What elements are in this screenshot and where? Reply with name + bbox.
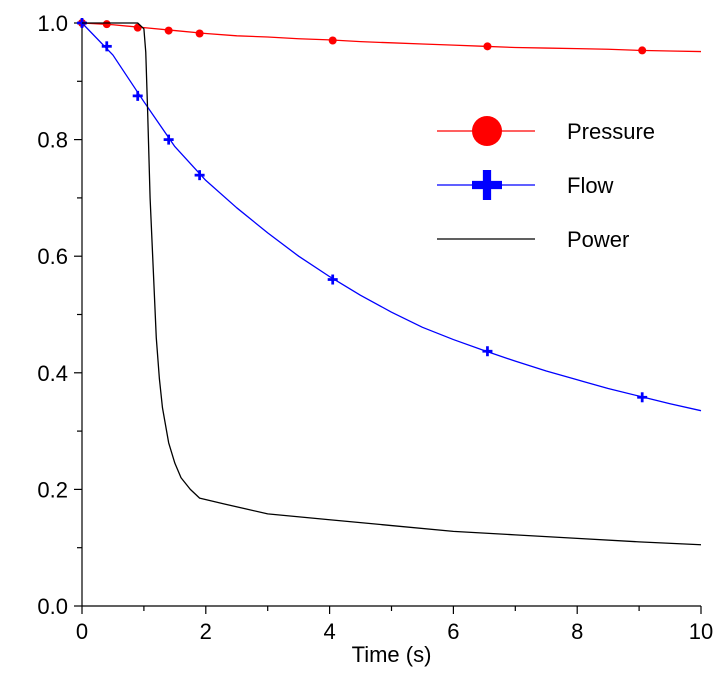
legend-item-power: Power: [437, 227, 629, 252]
pressure-point: [328, 36, 337, 45]
series-line-pressure: [81, 22, 702, 53]
pressure-point: [195, 29, 204, 38]
pressure-point: [638, 46, 647, 55]
series-layer: [77, 18, 702, 546]
y-tick-label: 0.6: [37, 244, 68, 269]
pressure-point: [483, 42, 492, 51]
flow-point: [194, 170, 205, 181]
pressure-point: [102, 20, 111, 29]
pressure-point: [164, 26, 173, 35]
legend-marker-pressure: [472, 116, 502, 146]
flow-point: [482, 346, 493, 357]
x-tick-label: 4: [323, 619, 335, 644]
y-tick-label: 0.8: [37, 128, 68, 153]
series-line-power: [82, 22, 702, 546]
y-tick-label: 0.2: [37, 477, 68, 502]
y-tick-label: 1.0: [37, 11, 68, 36]
legend-item-flow: Flow: [437, 170, 614, 200]
x-tick-label: 10: [689, 619, 713, 644]
flow-point: [132, 90, 143, 101]
y-tick-label: 0.0: [37, 594, 68, 619]
legend-marker-flow: [472, 170, 502, 200]
x-axis-title: Time (s): [352, 642, 432, 667]
x-tick-label: 6: [447, 619, 459, 644]
x-tick-label: 0: [76, 619, 88, 644]
series-line-flow: [81, 22, 702, 412]
legend-label-power: Power: [567, 227, 629, 252]
legend-item-pressure: Pressure: [437, 116, 655, 146]
legend-label-flow: Flow: [567, 173, 614, 198]
legend-label-pressure: Pressure: [567, 119, 655, 144]
flow-point: [163, 134, 174, 145]
y-tick-label: 0.4: [37, 361, 68, 386]
legend: Pressure Flow Power: [437, 116, 655, 252]
x-tick-label: 2: [200, 619, 212, 644]
ticks: 0.0 0.2 0.4 0.6 0.8 1.0 0 2 4 6 8 10: [37, 11, 713, 644]
plot-area: 0.0 0.2 0.4 0.6 0.8 1.0 0 2 4 6 8 10: [37, 11, 713, 644]
flow-point: [101, 41, 112, 52]
x-tick-label: 8: [571, 619, 583, 644]
flow-point: [637, 392, 648, 403]
flow-point: [327, 274, 338, 285]
